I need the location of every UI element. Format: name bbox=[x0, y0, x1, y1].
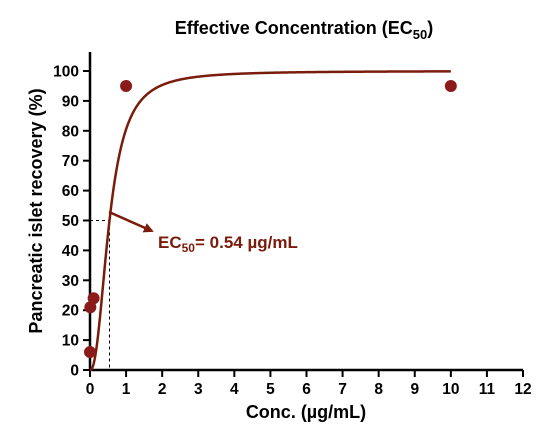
y-tick-label: 30 bbox=[62, 273, 79, 290]
y-tick-label: 20 bbox=[62, 303, 79, 320]
x-tick-label: 6 bbox=[302, 381, 311, 398]
x-tick-label: 8 bbox=[374, 381, 383, 398]
y-tick-label: 70 bbox=[62, 153, 79, 170]
ec50-annotation-prefix: EC bbox=[158, 233, 182, 252]
chart-title-close: ) bbox=[427, 18, 433, 38]
y-axis-ticks: 0 10 20 30 40 50 60 70 80 90 100 bbox=[53, 64, 90, 380]
x-tick-label: 7 bbox=[338, 381, 347, 398]
y-tick-label: 10 bbox=[62, 333, 79, 350]
annotation-arrow bbox=[108, 210, 154, 233]
y-tick-label: 80 bbox=[62, 123, 79, 140]
data-point bbox=[120, 79, 133, 92]
data-point bbox=[84, 346, 96, 359]
x-tick-label: 0 bbox=[86, 381, 95, 398]
chart-title-main: Effective Concentration (EC bbox=[175, 18, 413, 38]
x-axis-title: Conc. (µg/mL) bbox=[246, 402, 366, 422]
y-tick-label: 0 bbox=[70, 363, 79, 380]
x-tick-label: 9 bbox=[410, 381, 419, 398]
x-tick-label: 1 bbox=[122, 381, 131, 398]
x-axis-ticks: 0 1 2 3 4 5 6 7 8 9 10 11 12 bbox=[86, 370, 532, 398]
y-tick-label: 60 bbox=[62, 183, 79, 200]
x-tick-label: 2 bbox=[158, 381, 167, 398]
ec50-annotation: EC50= 0.54 µg/mL bbox=[158, 233, 298, 255]
y-axis-title: Pancreatic islet recovery (%) bbox=[26, 88, 46, 333]
x-tick-label: 12 bbox=[514, 381, 531, 398]
y-tick-label: 90 bbox=[62, 93, 79, 110]
x-tick-label: 11 bbox=[479, 381, 496, 398]
x-tick-label: 10 bbox=[442, 381, 459, 398]
data-points bbox=[84, 79, 457, 359]
y-tick-label: 40 bbox=[62, 243, 79, 260]
y-tick-label: 100 bbox=[53, 64, 79, 81]
data-point bbox=[87, 292, 100, 305]
chart-title: Effective Concentration (EC50) bbox=[175, 18, 434, 42]
y-tick-label: 50 bbox=[62, 213, 79, 230]
chart-title-subscript: 50 bbox=[413, 27, 427, 42]
x-tick-label: 5 bbox=[266, 381, 275, 398]
x-tick-label: 3 bbox=[194, 381, 203, 398]
data-point bbox=[444, 79, 457, 92]
x-tick-label: 4 bbox=[230, 381, 239, 398]
ec50-annotation-subscript: 50 bbox=[182, 241, 196, 255]
dose-response-fit-curve bbox=[89, 70, 451, 372]
ec50-annotation-value: = 0.54 µg/mL bbox=[195, 233, 298, 252]
